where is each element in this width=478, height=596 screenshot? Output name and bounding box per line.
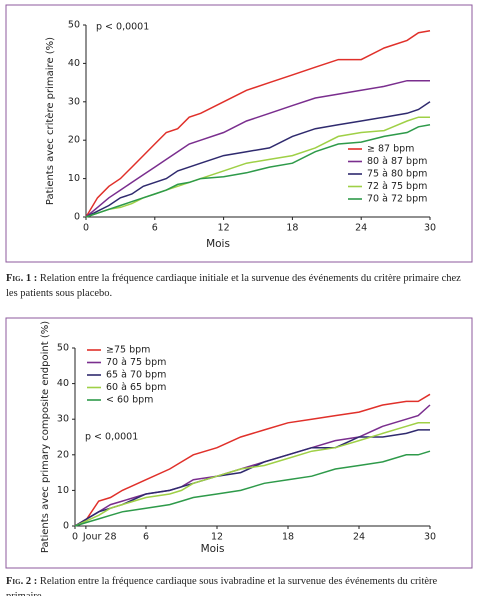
caption-label: Fig. 1 : — [6, 273, 38, 284]
caption-label: Fig. 2 : — [6, 576, 38, 587]
x-axis-label: Mois — [206, 238, 230, 250]
series-line — [74, 450, 431, 527]
series-line — [85, 30, 431, 218]
series-line — [74, 422, 430, 527]
legend-label: 70 à 75 bpm — [106, 357, 166, 368]
figure-caption: Fig. 1 : Relation entre la fréquence car… — [6, 271, 472, 301]
legend-label: 72 à 75 bpm — [367, 181, 427, 192]
y-tick-label: 40 — [68, 58, 80, 69]
x-tick-label: 30 — [424, 532, 436, 543]
x-tick-label: 24 — [353, 532, 365, 543]
series-line — [74, 393, 431, 527]
y-tick-label: 20 — [57, 449, 69, 460]
legend-label: ≥75 bpm — [106, 345, 150, 356]
y-axis-label: Patients avec critère primaire (%) — [44, 37, 56, 205]
caption-text: Relation entre la fréquence cardiaque in… — [6, 273, 461, 299]
x-tick-label: 6 — [152, 223, 158, 234]
y-tick-label: 0 — [63, 521, 69, 532]
y-tick-label: 50 — [57, 343, 69, 354]
legend-label: < 60 bpm — [106, 395, 153, 406]
legend-label: 70 à 72 bpm — [367, 194, 427, 205]
y-tick-label: 20 — [68, 135, 80, 146]
series-line — [85, 116, 430, 218]
y-tick-label: 10 — [68, 173, 80, 184]
x-tick-label: 6 — [143, 532, 149, 543]
figure-frame — [5, 4, 473, 263]
annotation: p < 0,0001 — [96, 22, 149, 33]
x-axis-label: Mois — [201, 543, 225, 555]
y-tick-label: 0 — [74, 212, 80, 223]
figure-caption: Fig. 2 : Relation entre la fréquence car… — [6, 574, 472, 596]
annotation: p < 0,0001 — [85, 432, 138, 443]
caption-text: Relation entre la fréquence cardiaque so… — [6, 576, 438, 596]
x-tick-label: 12 — [218, 223, 230, 234]
x-tick-label: 18 — [286, 223, 298, 234]
y-tick-label: 40 — [57, 378, 69, 389]
x-tick-label: 12 — [211, 532, 223, 543]
y-tick-label: 50 — [68, 20, 80, 31]
series-line — [74, 404, 431, 527]
x-tick-label: 0 — [72, 532, 78, 543]
series-line — [85, 79, 430, 218]
y-tick-label: 10 — [57, 485, 69, 496]
x-tick-label: Jour 28 — [82, 532, 117, 543]
x-tick-label: 24 — [355, 223, 367, 234]
x-tick-label: 0 — [83, 223, 89, 234]
figure-frame — [5, 317, 473, 569]
x-tick-label: 30 — [424, 223, 436, 234]
legend-label: 80 à 87 bpm — [367, 156, 427, 167]
series-line — [85, 101, 431, 218]
legend-label: 65 à 70 bpm — [106, 370, 166, 381]
legend-label: ≥ 87 bpm — [367, 144, 414, 155]
y-tick-label: 30 — [57, 414, 69, 425]
y-tick-label: 30 — [68, 96, 80, 107]
y-axis-label: Patients avec primary composite endpoint… — [40, 321, 51, 553]
legend-label: 75 à 80 bpm — [367, 169, 427, 180]
x-tick-label: 18 — [282, 532, 294, 543]
series-line — [85, 124, 431, 218]
legend-label: 60 à 65 bpm — [106, 382, 166, 393]
